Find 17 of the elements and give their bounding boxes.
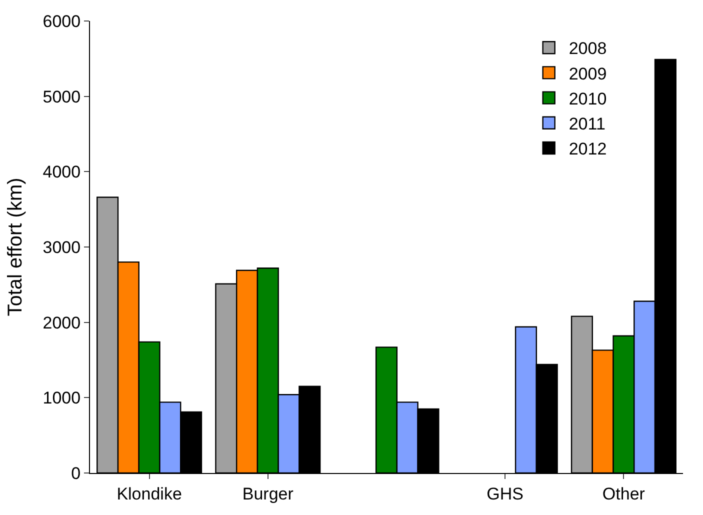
- y-tick-label: 3000: [42, 238, 81, 257]
- legend-label: 2012: [568, 140, 607, 159]
- legend-label: 2010: [568, 89, 607, 108]
- y-axis-title: Total effort (km): [4, 178, 26, 316]
- legend-label: 2008: [568, 39, 607, 58]
- y-tick-label: 1000: [42, 388, 81, 408]
- y-tick-label: 2000: [42, 313, 81, 332]
- x-tick-label: Klondike: [116, 484, 182, 504]
- x-tick-label: Burger: [242, 484, 294, 504]
- y-tick-label: 5000: [42, 87, 81, 106]
- y-tick-label: 0: [71, 464, 81, 483]
- y-tick-label: 6000: [42, 12, 81, 31]
- x-tick-label: Other: [602, 484, 646, 504]
- legend-label: 2009: [568, 64, 607, 84]
- x-tick-label: GHS: [486, 484, 524, 504]
- legend-label: 2011: [568, 114, 606, 134]
- y-tick-label: 4000: [42, 162, 81, 182]
